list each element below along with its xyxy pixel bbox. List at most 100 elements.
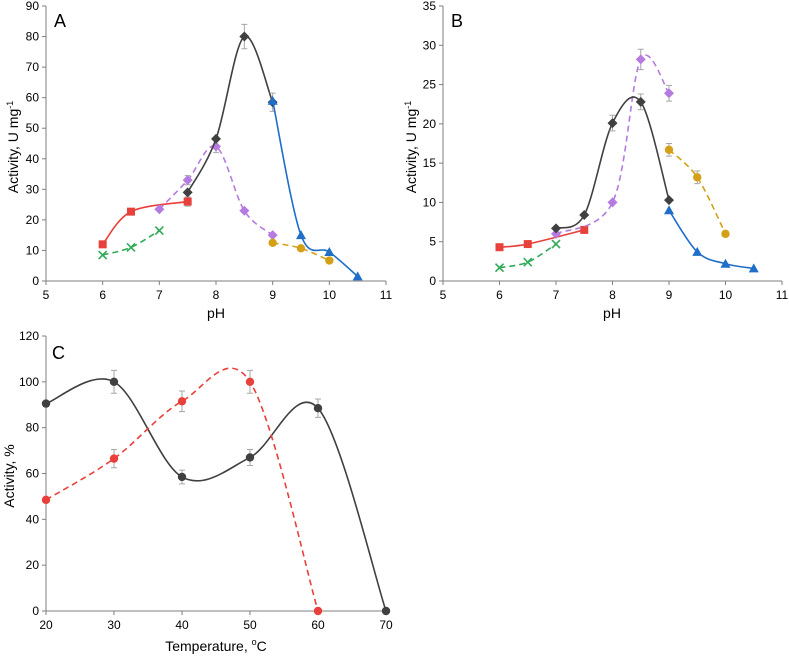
- panel-b-data-point-green-cross: [494, 263, 505, 273]
- panel-c-label: C: [52, 343, 65, 363]
- panel-b-y-tick-label: 35: [423, 0, 437, 13]
- panel-a-data-point-purple-diamond: [267, 230, 278, 241]
- panel-a-series-blue-triangle: [267, 95, 363, 281]
- panel-b-y-tick-label: 25: [423, 78, 437, 92]
- panel-a-series-line-red-square: [102, 200, 188, 245]
- panel-c-y-tick-label: 120: [19, 329, 39, 343]
- panel-c-y-tick-label: 60: [26, 467, 40, 481]
- panel-b-data-point-blue-triangle: [692, 246, 703, 256]
- panel-c-y-axis-title: Activity, %: [1, 444, 17, 508]
- panel-a-y-tick-label: 10: [26, 243, 40, 257]
- panel-a-series-line-gold-circle: [272, 242, 330, 262]
- panel-c-data-point-dark-circle: [177, 472, 187, 482]
- panel-c-data-point-red-circle: [41, 495, 51, 505]
- panel-b-x-tick-label: 8: [609, 288, 616, 302]
- panel-b-series-red-square: [495, 225, 589, 252]
- panel-a-series-red-square: [98, 196, 192, 249]
- panel-b-x-tick-label: 7: [553, 288, 560, 302]
- panel-a-data-point-blue-triangle: [296, 230, 306, 240]
- panel-b-series-line-blue-triangle: [668, 209, 754, 270]
- panel-b-y-tick-label: 20: [423, 117, 437, 131]
- panel-c-y-tick-label: 0: [32, 604, 39, 618]
- panel-c-series-dark-circle: [41, 369, 391, 616]
- panel-a-x-axis-title: pH: [207, 305, 225, 321]
- panel-c-x-tick-label: 40: [175, 618, 189, 632]
- panel-a-data-point-green-cross: [98, 250, 108, 260]
- panel-c-data-point-dark-circle: [381, 606, 391, 616]
- panel-c-y-tick-label: 80: [26, 421, 40, 435]
- panel-b-data-point-green-cross: [551, 239, 561, 249]
- panel-a-data-point-green-cross: [126, 242, 136, 252]
- panel-b-series-purple-diamond: [551, 48, 674, 239]
- panel-a-series-line-blue-triangle: [271, 100, 359, 278]
- panel-a-y-tick-label: 50: [26, 121, 40, 135]
- panel-a-series-dark-diamond: [182, 23, 278, 198]
- panel-b-x-tick-label: 6: [496, 288, 503, 302]
- panel-c-chart: C Temperature, oC Activity, % 20 30 40 50 60…: [1, 329, 393, 654]
- panel-c-data-point-red-circle: [313, 606, 323, 616]
- panel-b-data-point-dark-diamond: [664, 195, 674, 206]
- panel-b-data-point-blue-triangle: [664, 205, 674, 215]
- panel-c-y-tick-label: 40: [26, 512, 40, 526]
- panel-a-y-tick-label: 0: [32, 274, 39, 288]
- panel-b-y-tick-label: 10: [423, 195, 437, 209]
- panel-a-x-tick-label: 10: [323, 288, 337, 302]
- panel-c-data-point-dark-circle: [109, 377, 119, 387]
- panel-a-series-gold-circle: [268, 238, 334, 265]
- panel-b-data-point-green-cross: [523, 257, 533, 267]
- panel-b-y-tick-label: 5: [429, 235, 436, 249]
- panel-a-series-line-dark-diamond: [186, 35, 274, 193]
- panel-b-y-axis-title: Activity, U mg-1: [403, 101, 419, 194]
- panel-a-data-point-red-square: [98, 240, 107, 249]
- panel-b-y-tick-label: 15: [423, 156, 437, 170]
- panel-b-x-tick-label: 11: [776, 288, 789, 302]
- panel-b-series-gold-circle: [664, 143, 730, 239]
- panel-b-data-point-dark-diamond: [635, 96, 646, 107]
- panel-c-x-tick-label: 30: [107, 618, 121, 632]
- panel-c-series-line-dark-circle: [45, 378, 387, 612]
- panel-b-data-point-red-square: [495, 243, 504, 252]
- panel-c-data-point-dark-circle: [245, 453, 255, 462]
- panel-a-data-point-dark-diamond: [211, 133, 221, 144]
- panel-b-data-point-purple-diamond: [607, 197, 618, 208]
- panel-a-data-point-dark-diamond: [182, 187, 193, 198]
- panel-a-x-tick-label: 6: [99, 288, 106, 302]
- panel-b-data-point-dark-diamond: [551, 223, 561, 234]
- panel-b-series-line-gold-circle: [668, 149, 727, 235]
- panel-b-series-blue-triangle: [664, 205, 759, 273]
- panel-a-data-point-green-cross: [154, 226, 164, 236]
- panel-c-data-point-red-circle: [177, 397, 187, 406]
- panel-a-data-point-gold-circle: [268, 238, 277, 248]
- panel-a-x-tick-label: 9: [269, 288, 276, 302]
- panel-a-x-tick-label: 5: [43, 288, 50, 302]
- panel-b-data-point-red-square: [580, 225, 589, 234]
- panel-a-data-point-blue-triangle: [267, 95, 278, 105]
- panel-a-data-point-red-square: [183, 197, 192, 206]
- panel-b-y-tick-label: 0: [429, 274, 436, 288]
- panel-c-data-point-red-circle: [109, 454, 119, 463]
- panel-b-data-point-dark-diamond: [607, 118, 618, 129]
- panel-c-y-tick-label: 100: [19, 375, 39, 389]
- panel-b-data-point-red-square: [523, 240, 532, 249]
- panel-c-data-point-dark-circle: [41, 399, 51, 408]
- panel-c-x-tick-label: 70: [379, 618, 393, 632]
- panel-b-data-point-dark-diamond: [579, 210, 590, 220]
- panel-b-series-line-purple-diamond: [555, 54, 670, 235]
- panel-a-data-point-dark-diamond: [239, 31, 250, 42]
- panel-a-data-point-gold-circle: [325, 256, 334, 265]
- panel-a-x-tick-label: 7: [156, 288, 163, 302]
- panel-b-chart: B pH Activity, U mg-1 5 6 7 8 9 10 11051015202…: [403, 0, 789, 321]
- panel-a-data-point-purple-diamond: [182, 175, 193, 186]
- panel-b-y-tick-label: 30: [423, 38, 437, 52]
- panel-b-series-green-cross: [494, 239, 561, 273]
- panel-a-series-line-purple-diamond: [158, 145, 274, 236]
- panel-b-data-point-purple-diamond: [664, 88, 674, 99]
- panel-a-y-tick-label: 90: [26, 0, 40, 13]
- panel-a-y-tick-label: 70: [26, 60, 40, 74]
- panel-a-chart: A pH Activity, U mg-1 5 6 7 8 9 10 11 0 10 20 30 40…: [5, 0, 393, 321]
- panel-c-data-point-red-circle: [245, 377, 255, 387]
- panel-a-y-tick-label: 80: [26, 30, 40, 44]
- panel-a-label: A: [54, 11, 66, 31]
- panel-a-data-point-red-square: [127, 207, 135, 216]
